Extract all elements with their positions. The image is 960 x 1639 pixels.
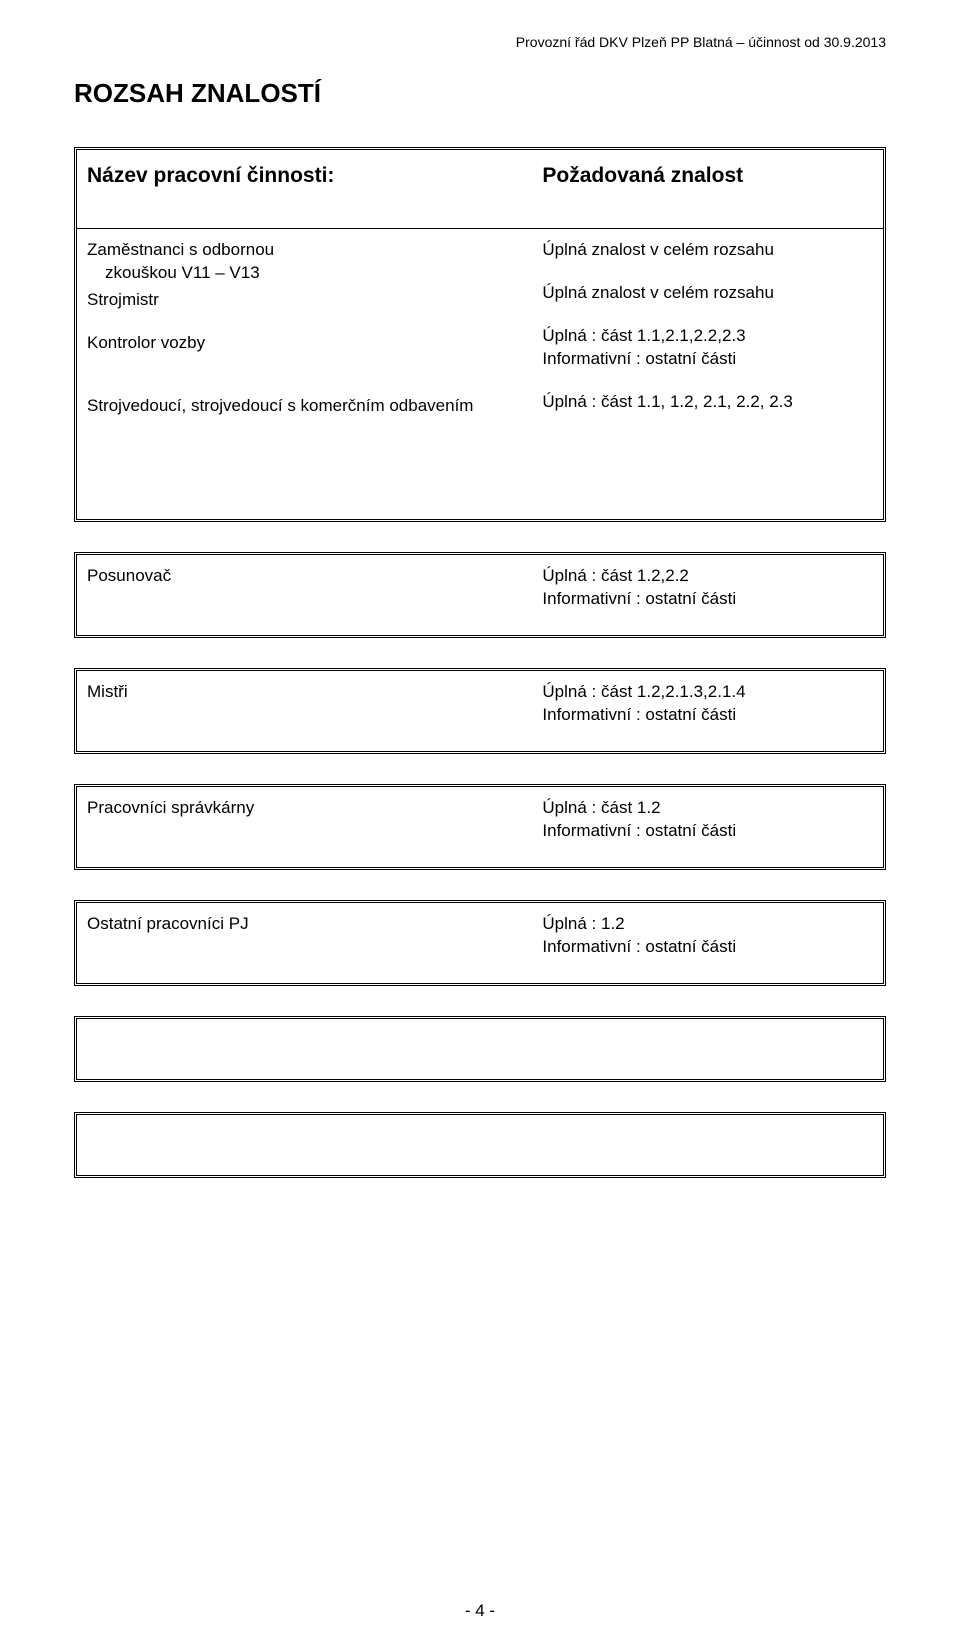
table-body-left: Zaměstnanci s odbornou zkouškou V11 – V1… xyxy=(77,229,536,519)
knowledge-table-spravkarny: Pracovníci správkárny Úplná : část 1.2 I… xyxy=(74,784,886,870)
req-mistri: Úplná : část 1.2,2.1.3,2.1.4 Informativn… xyxy=(536,671,883,751)
running-header: Provozní řád DKV Plzeň PP Blatná – účinn… xyxy=(74,34,886,50)
table-header-right: Požadovaná znalost xyxy=(536,150,883,228)
role-employees-line1: Zaměstnanci s odbornou xyxy=(87,239,526,262)
knowledge-table-empty-2 xyxy=(74,1112,886,1178)
empty-cell-right xyxy=(536,1115,883,1175)
req-ostatni-info: Informativní : ostatní části xyxy=(542,936,873,959)
req-strojmistr: Úplná znalost v celém rozsahu xyxy=(542,282,873,305)
knowledge-table-mistri: Mistři Úplná : část 1.2,2.1.3,2.1.4 Info… xyxy=(74,668,886,754)
role-employees-line2: zkouškou V11 – V13 xyxy=(87,262,526,285)
req-posunovac: Úplná : část 1.2,2.2 Informativní : osta… xyxy=(536,555,883,635)
role-kontrolor: Kontrolor vozby xyxy=(87,332,526,355)
table-body-right: Úplná znalost v celém rozsahu Úplná znal… xyxy=(536,229,883,519)
knowledge-table-ostatni: Ostatní pracovníci PJ Úplná : 1.2 Inform… xyxy=(74,900,886,986)
role-posunovac: Posunovač xyxy=(77,555,536,635)
page-title: ROZSAH ZNALOSTÍ xyxy=(74,78,886,109)
req-ostatni: Úplná : 1.2 Informativní : ostatní části xyxy=(536,903,883,983)
req-kontrolor-info: Informativní : ostatní části xyxy=(542,348,873,371)
req-posunovac-full: Úplná : část 1.2,2.2 xyxy=(542,565,873,588)
empty-cell-left xyxy=(77,1019,536,1079)
role-spravkarny: Pracovníci správkárny xyxy=(77,787,536,867)
role-strojvedouci: Strojvedoucí, strojvedoucí s komerčním o… xyxy=(87,395,526,418)
req-strojvedouci: Úplná : část 1.1, 1.2, 2.1, 2.2, 2.3 xyxy=(542,391,873,414)
role-ostatni: Ostatní pracovníci PJ xyxy=(77,903,536,983)
req-kontrolor-full: Úplná : část 1.1,2.1,2.2,2.3 xyxy=(542,325,873,348)
req-ostatni-full: Úplná : 1.2 xyxy=(542,913,873,936)
req-posunovac-info: Informativní : ostatní části xyxy=(542,588,873,611)
empty-cell-right xyxy=(536,1019,883,1079)
req-employees: Úplná znalost v celém rozsahu xyxy=(542,239,873,262)
knowledge-table-main: Název pracovní činnosti: Požadovaná znal… xyxy=(74,147,886,522)
knowledge-table-posunovac: Posunovač Úplná : část 1.2,2.2 Informati… xyxy=(74,552,886,638)
page: Provozní řád DKV Plzeň PP Blatná – účinn… xyxy=(0,0,960,1268)
req-spravkarny-full: Úplná : část 1.2 xyxy=(542,797,873,820)
table-header-left: Název pracovní činnosti: xyxy=(77,150,536,228)
req-spravkarny: Úplná : část 1.2 Informativní : ostatní … xyxy=(536,787,883,867)
req-mistri-full: Úplná : část 1.2,2.1.3,2.1.4 xyxy=(542,681,873,704)
empty-cell-left xyxy=(77,1115,536,1175)
page-number: - 4 - xyxy=(0,1601,960,1621)
knowledge-table-empty-1 xyxy=(74,1016,886,1082)
req-spravkarny-info: Informativní : ostatní části xyxy=(542,820,873,843)
role-mistri: Mistři xyxy=(77,671,536,751)
req-mistri-info: Informativní : ostatní části xyxy=(542,704,873,727)
role-strojmistr: Strojmistr xyxy=(87,289,526,312)
